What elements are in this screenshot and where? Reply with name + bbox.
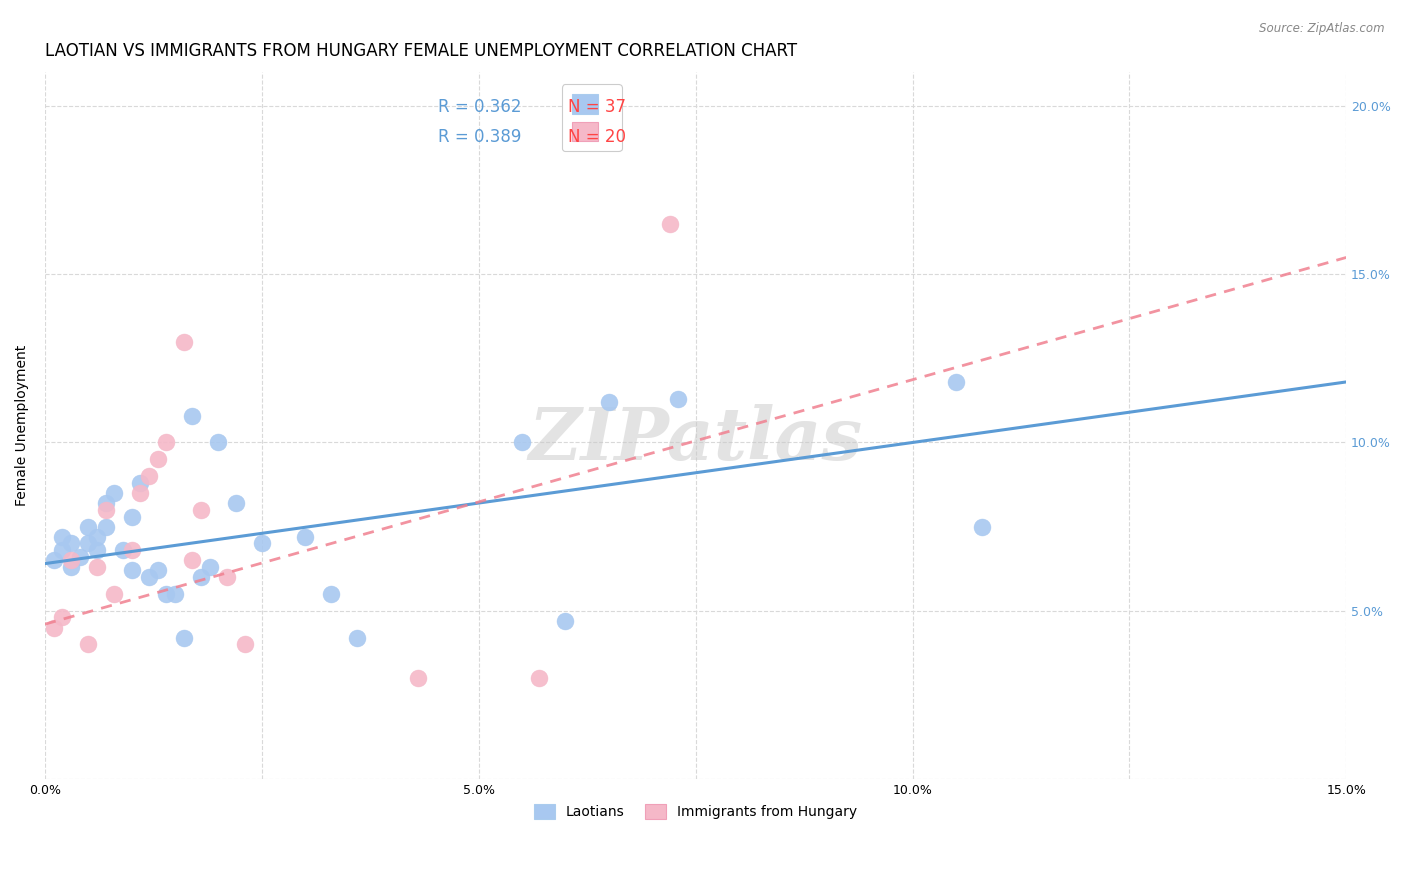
Point (173, 631, 195, 645)
Text: R = 0.389: R = 0.389 (437, 128, 522, 146)
Point (86, 530, 108, 544)
Point (181, 553, 204, 567)
Y-axis label: Female Unemployment: Female Unemployment (15, 345, 30, 507)
Legend: Laotians, Immigrants from Hungary: Laotians, Immigrants from Hungary (529, 798, 863, 825)
Point (86, 560, 108, 574)
Point (51, 530, 73, 544)
Point (59, 560, 82, 574)
Text: R = 0.362: R = 0.362 (437, 98, 522, 116)
Point (51, 610, 73, 624)
Point (554, 614, 576, 628)
Point (250, 536, 273, 550)
Point (181, 409, 204, 423)
Point (121, 543, 143, 558)
Text: ZIPatlas: ZIPatlas (529, 404, 863, 475)
Point (51, 543, 73, 558)
Point (59, 536, 82, 550)
Text: Source: ZipAtlas.com: Source: ZipAtlas.com (1260, 22, 1385, 36)
Point (59, 553, 82, 567)
Point (94, 496, 117, 510)
Point (173, 334, 195, 349)
Point (146, 452, 169, 467)
Point (138, 570, 160, 584)
Point (77, 637, 100, 651)
Point (112, 543, 135, 558)
Text: LAOTIAN VS IMMIGRANTS FROM HUNGARY FEMALE UNEMPLOYMENT CORRELATION CHART: LAOTIAN VS IMMIGRANTS FROM HUNGARY FEMAL… (45, 42, 797, 60)
Point (207, 435, 229, 450)
Text: N = 20: N = 20 (568, 128, 626, 146)
Point (103, 587, 125, 601)
Point (529, 671, 551, 685)
Point (190, 502, 212, 516)
Point (155, 587, 177, 601)
Point (42, 620, 65, 634)
Point (321, 587, 343, 601)
Point (217, 570, 239, 584)
Point (155, 435, 177, 450)
Point (198, 560, 221, 574)
Point (510, 435, 533, 450)
Text: N = 37: N = 37 (568, 98, 626, 116)
Point (129, 475, 152, 490)
Point (346, 631, 368, 645)
Point (77, 519, 100, 533)
Point (658, 217, 681, 231)
Point (406, 671, 429, 685)
Point (165, 587, 187, 601)
Point (129, 486, 152, 500)
Point (945, 375, 967, 389)
Point (294, 530, 316, 544)
Point (970, 519, 993, 533)
Point (121, 509, 143, 524)
Point (103, 486, 125, 500)
Point (666, 392, 689, 406)
Point (190, 570, 212, 584)
Point (77, 536, 100, 550)
Point (121, 563, 143, 577)
Point (42, 553, 65, 567)
Point (225, 496, 247, 510)
Point (86, 543, 108, 558)
Point (94, 519, 117, 533)
Point (94, 502, 117, 516)
Point (69, 549, 91, 564)
Point (146, 563, 169, 577)
Point (138, 469, 160, 483)
Point (233, 637, 256, 651)
Point (598, 395, 620, 409)
